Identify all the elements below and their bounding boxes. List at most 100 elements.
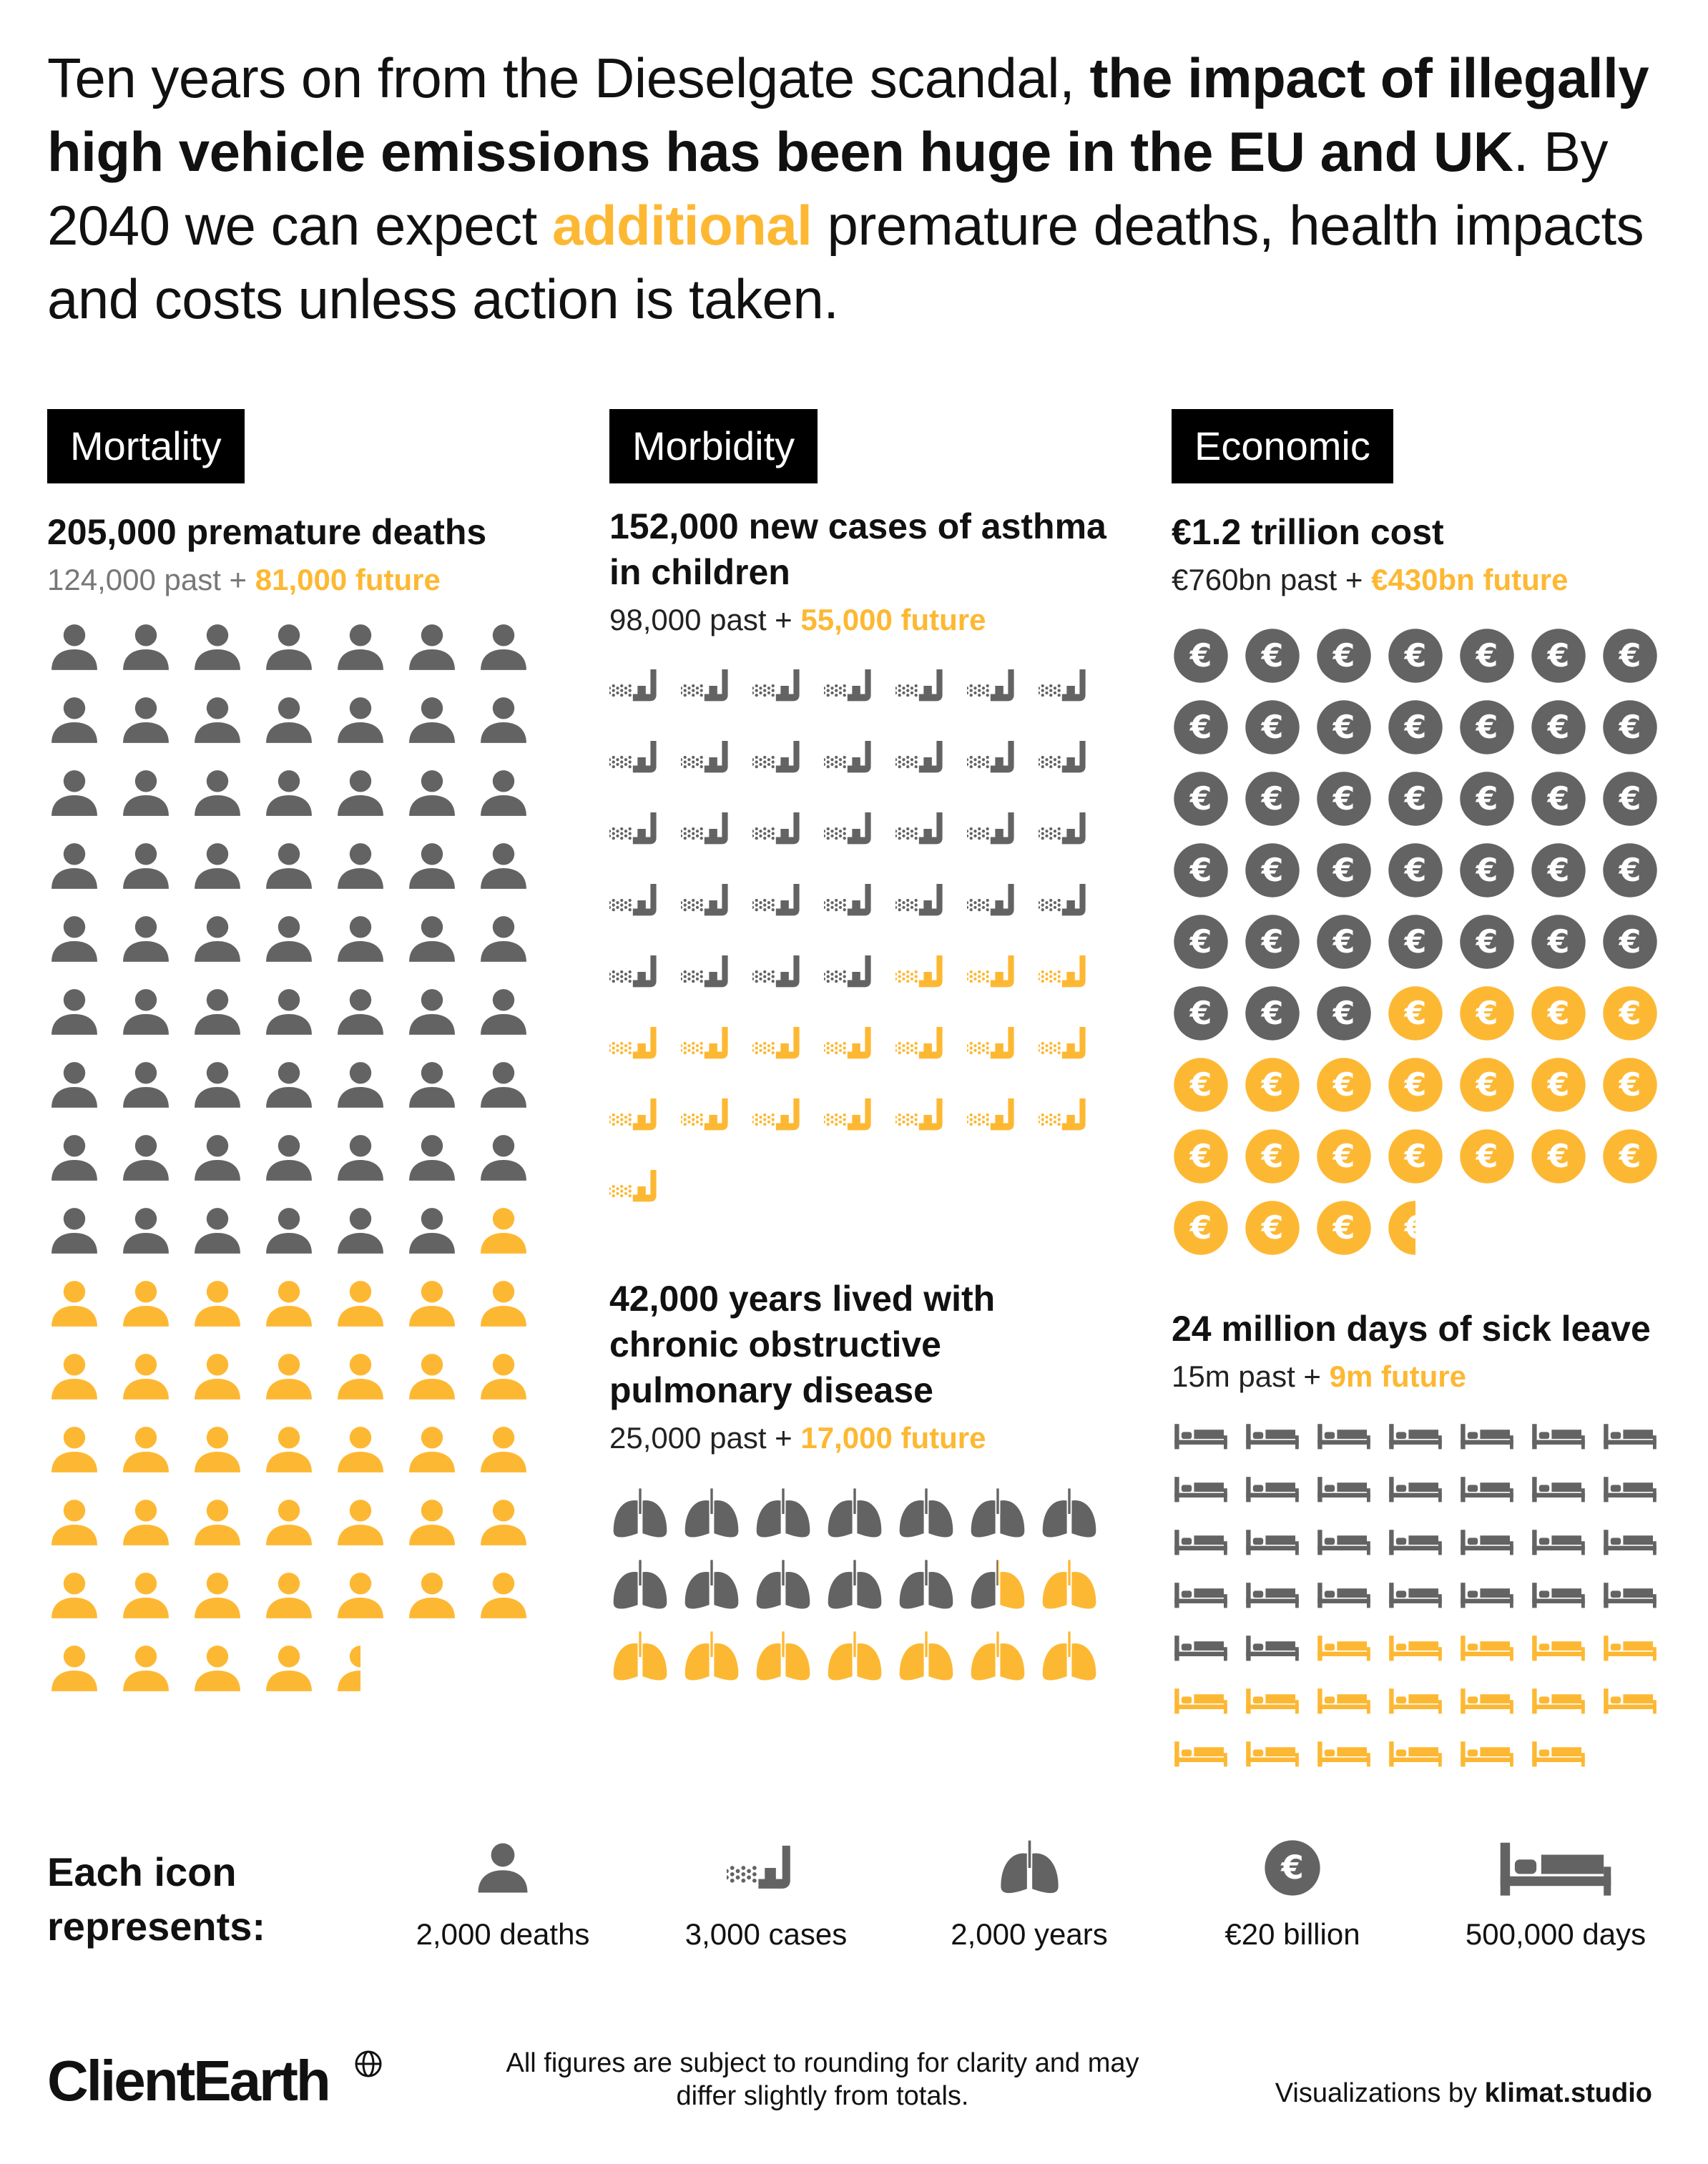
asthma-icon-array — [609, 669, 1086, 1202]
economic-euro-coin-icon: € — [1531, 700, 1586, 754]
mortality-person-icon — [123, 1135, 169, 1181]
svg-text:€: € — [1619, 781, 1641, 817]
asthma-inhaler-icon — [681, 955, 728, 988]
asthma-inhaler-icon — [895, 1027, 943, 1059]
asthma-inhaler-icon — [752, 812, 800, 845]
mortality-person-icon — [195, 624, 240, 670]
mortality-person-icon — [266, 1062, 312, 1108]
sickleave-bed-icon — [1461, 1477, 1513, 1502]
mortality-subtitle: 124,000 past + 81,000 future — [47, 561, 548, 599]
economic-euro-coin-icon: € — [1603, 986, 1657, 1041]
copd-lungs-icon — [899, 1488, 953, 1538]
mortality-person-icon — [51, 1573, 97, 1618]
svg-text:€: € — [1547, 1067, 1570, 1103]
sickleave-bed-icon — [1174, 1583, 1227, 1608]
asthma-inhaler-icon — [895, 741, 943, 773]
mortality-heading: 205,000 premature deaths — [47, 512, 487, 552]
legend-label: 2,000 years — [951, 1917, 1108, 1951]
economic-euro-coin-icon: € — [1388, 986, 1443, 1041]
sickleave-bed-icon — [1174, 1688, 1227, 1714]
sickleave-icon-grid — [1172, 1422, 1672, 1792]
legend-item-deaths: 2,000 deaths — [385, 1838, 621, 1952]
svg-text:€: € — [1547, 995, 1570, 1032]
mortality-person-icon — [338, 1281, 383, 1327]
credit-line: Visualizations by klimat.studio — [1275, 2077, 1652, 2110]
svg-text:€: € — [1547, 638, 1570, 674]
inhaler-icon — [726, 1845, 790, 1889]
svg-text:€: € — [1476, 638, 1498, 674]
economic-euro-coin-icon: € — [1460, 629, 1514, 683]
economic-euro-coin-icon: € — [1388, 1201, 1415, 1255]
legend-item-euros: € €20 billion — [1174, 1838, 1410, 1952]
svg-text:€: € — [1547, 709, 1570, 746]
legend-label: €20 billion — [1224, 1917, 1360, 1951]
mortality-person-icon — [195, 1062, 240, 1108]
mortality-person-icon — [338, 1646, 360, 1691]
sickleave-bed-icon — [1532, 1424, 1585, 1450]
svg-text:€: € — [1332, 852, 1355, 889]
mortality-person-icon — [195, 1573, 240, 1618]
globe-icon — [355, 2050, 382, 2077]
mortality-person-icon — [266, 1646, 312, 1691]
mortality-person-icon — [51, 916, 97, 962]
asthma-inhaler-icon — [895, 812, 943, 845]
asthma-heading: 152,000 new cases of asthma in children — [609, 506, 1106, 592]
mortality-person-icon — [481, 697, 526, 743]
asthma-inhaler-icon — [1039, 812, 1086, 845]
asthma-inhaler-icon — [681, 1027, 728, 1059]
mortality-person-icon — [266, 843, 312, 889]
svg-text:€: € — [1547, 781, 1570, 817]
mortality-person-icon — [123, 1646, 169, 1691]
mortality-person-icon — [481, 1500, 526, 1545]
mortality-person-icon — [195, 1354, 240, 1400]
mortality-person-icon — [51, 624, 97, 670]
asthma-inhaler-icon — [752, 884, 800, 916]
svg-text:€: € — [1261, 1138, 1284, 1175]
credit-prefix: Visualizations by — [1275, 2078, 1485, 2108]
asthma-inhaler-icon — [609, 741, 657, 773]
copd-icon-grid — [609, 1486, 1110, 1701]
economic-icon-grid: € € € € € € € € € € € € € € € € € € € € € € € € € € € € € € € € € € € € € € € €… — [1172, 626, 1672, 1270]
asthma-inhaler-icon — [609, 955, 657, 988]
legend-person-icon — [385, 1838, 621, 1898]
mortality-person-icon — [409, 770, 455, 816]
copd-lungs-icon — [613, 1488, 667, 1538]
economic-euro-coin-icon: € — [1388, 843, 1443, 897]
sickleave-bed-icon — [1246, 1530, 1299, 1555]
mortality-person-icon — [266, 1573, 312, 1618]
mortality-person-icon — [481, 989, 526, 1035]
legend-label: 2,000 deaths — [416, 1917, 590, 1951]
economic-tag: Economic — [1172, 409, 1393, 483]
person-icon — [478, 1843, 528, 1893]
mortality-person-icon — [123, 624, 169, 670]
legend-inhaler-icon — [648, 1838, 884, 1898]
svg-text:€: € — [1404, 852, 1427, 889]
copd-lungs-icon — [971, 1631, 1025, 1681]
mortality-person-icon — [123, 1062, 169, 1108]
svg-text:€: € — [1476, 852, 1498, 889]
mortality-person-icon — [266, 1135, 312, 1181]
svg-text:€: € — [1332, 1138, 1355, 1175]
economic-euro-coin-icon: € — [1460, 700, 1514, 754]
mortality-person-icon — [266, 1500, 312, 1545]
asthma-inhaler-icon — [609, 884, 657, 916]
sickleave-bed-icon — [1389, 1688, 1442, 1714]
svg-text:€: € — [1189, 1210, 1212, 1246]
mortality-person-icon — [123, 916, 169, 962]
mortality-person-icon — [266, 1208, 312, 1254]
mortality-person-icon — [123, 1208, 169, 1254]
economic-euro-coin-icon: € — [1460, 915, 1514, 969]
legend-bed-icon — [1438, 1838, 1674, 1898]
economic-euro-coin-icon: € — [1603, 700, 1657, 754]
asthma-inhaler-icon — [967, 669, 1014, 702]
economic-euro-coin-icon: € — [1603, 629, 1657, 683]
sickleave-bed-icon — [1317, 1583, 1370, 1608]
sickleave-bed-icon — [1174, 1477, 1227, 1502]
sickleave-bed-icon — [1604, 1688, 1657, 1714]
sickleave-bed-icon — [1174, 1424, 1227, 1450]
mortality-person-icon — [51, 697, 97, 743]
sickleave-bed-icon — [1317, 1530, 1370, 1555]
economic-euro-coin-icon: € — [1603, 772, 1657, 826]
mortality-person-icon — [409, 1281, 455, 1327]
sickleave-bed-icon — [1532, 1477, 1585, 1502]
